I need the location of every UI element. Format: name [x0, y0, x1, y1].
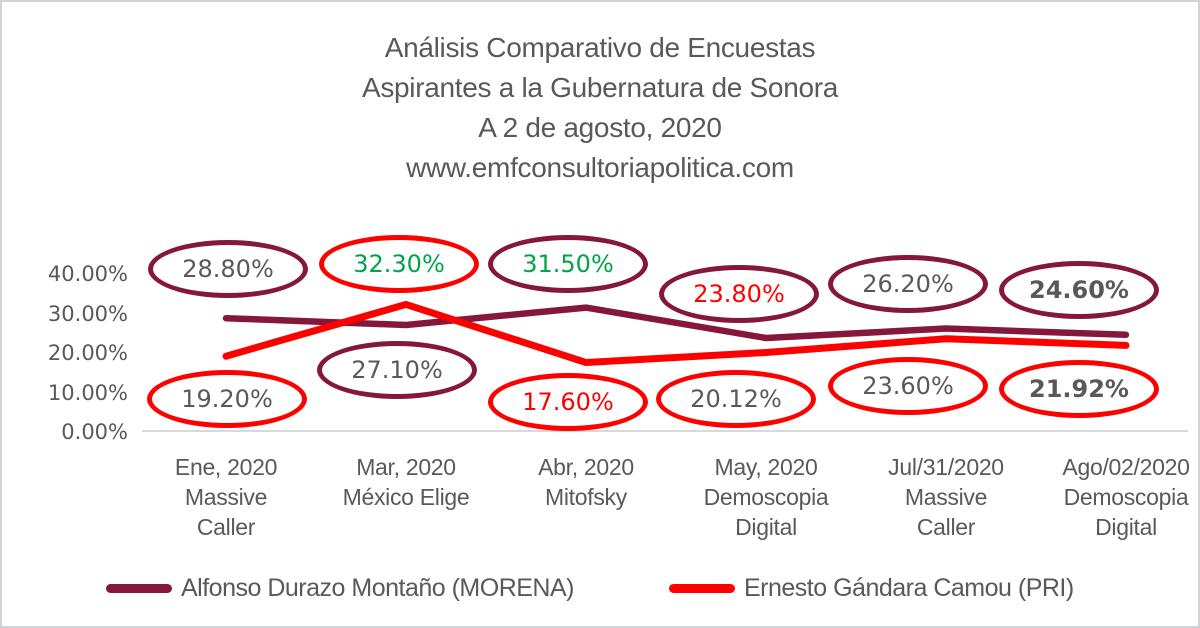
legend-label-morena: Alfonso Durazo Montaño (MORENA)	[181, 573, 574, 602]
data-label-ellipse-morena: 26.20%	[828, 255, 988, 313]
series-line-1	[222, 300, 1130, 366]
legend-item-pri: Ernesto Gándara Camou (PRI)	[669, 573, 1074, 603]
data-label-ellipse-morena: 28.80%	[148, 240, 308, 298]
data-label-ellipse-pri: 17.60%	[488, 373, 648, 431]
x-axis-label: Jul/31/2020 Massive Caller	[836, 452, 1056, 542]
y-tick-label: 20.00%	[47, 341, 128, 365]
data-label-ellipse-pri: 20.12%	[656, 370, 816, 428]
x-axis-label-line: Demoscopia	[703, 484, 829, 510]
x-axis-label-line: Ene, 2020	[174, 454, 278, 480]
x-axis-label-line: Mitofsky	[545, 484, 627, 510]
x-axis-label-line: Caller	[196, 514, 256, 540]
legend-swatch-pri-line	[669, 583, 735, 593]
chart-title-line-3: A 2 de agosto, 2020	[478, 112, 722, 143]
x-axis-label-line: Mar, 2020	[356, 454, 456, 480]
y-tick-label: 10.00%	[47, 380, 128, 405]
x-axis-label-line: Caller	[916, 514, 976, 540]
chart-title-line-4: www.emfconsultoriapolitica.com	[406, 152, 794, 183]
data-label-ellipse-morena: 23.80%	[659, 265, 819, 323]
x-axis-label-line: May, 2020	[714, 454, 818, 480]
x-axis-label-line: Massive	[904, 484, 988, 510]
x-axis-label-line: Ago/02/2020	[1062, 454, 1190, 480]
x-axis-label-line: México Elige	[342, 484, 470, 510]
data-label-ellipse-pri: 21.92%	[999, 360, 1159, 418]
x-axis-label: Ene, 2020 Massive Caller	[116, 452, 336, 542]
chart-title: Análisis Comparativo de Encuestas Aspira…	[2, 28, 1198, 188]
y-tick-label: 30.00%	[47, 301, 128, 326]
data-label-ellipse-pri: 23.60%	[828, 357, 988, 415]
legend-swatch-morena-line	[106, 583, 172, 593]
x-axis-label: Ago/02/2020 Demoscopia Digital	[1016, 452, 1198, 542]
x-axis-label-line: Abr, 2020	[538, 454, 634, 480]
x-axis-label-line: Demoscopia	[1063, 484, 1189, 510]
data-label-ellipse-morena: 31.50%	[488, 235, 648, 293]
data-label-ellipse-morena: 27.10%	[317, 341, 477, 399]
chart-legend: Alfonso Durazo Montaño (MORENA) Ernesto …	[2, 573, 1198, 603]
x-axis-label-line: Digital	[1095, 514, 1157, 540]
data-label-ellipse-morena: 24.60%	[999, 261, 1159, 319]
x-axis-label: Abr, 2020 Mitofsky	[476, 452, 696, 512]
x-axis-label: Mar, 2020 México Elige	[296, 452, 516, 512]
chart-title-line-1: Análisis Comparativo de Encuestas	[384, 32, 816, 63]
y-tick-label: 40.00%	[47, 262, 128, 286]
y-tick-label: 0.00%	[61, 420, 128, 444]
legend-label-pri: Ernesto Gándara Camou (PRI)	[744, 573, 1074, 602]
x-axis-label-line: Jul/31/2020	[888, 454, 1004, 480]
data-label-ellipse-pri: 32.30%	[319, 235, 479, 293]
legend-item-morena: Alfonso Durazo Montaño (MORENA)	[106, 573, 574, 603]
series-line-0	[222, 304, 1130, 342]
x-axis-label-line: Massive	[184, 484, 268, 510]
data-label-ellipse-pri: 19.20%	[147, 370, 307, 428]
x-axis-label-line: Digital	[735, 514, 797, 540]
chart-title-line-2: Aspirantes a la Gubernatura de Sonora	[361, 72, 839, 103]
x-axis-label: May, 2020 Demoscopia Digital	[656, 452, 876, 542]
